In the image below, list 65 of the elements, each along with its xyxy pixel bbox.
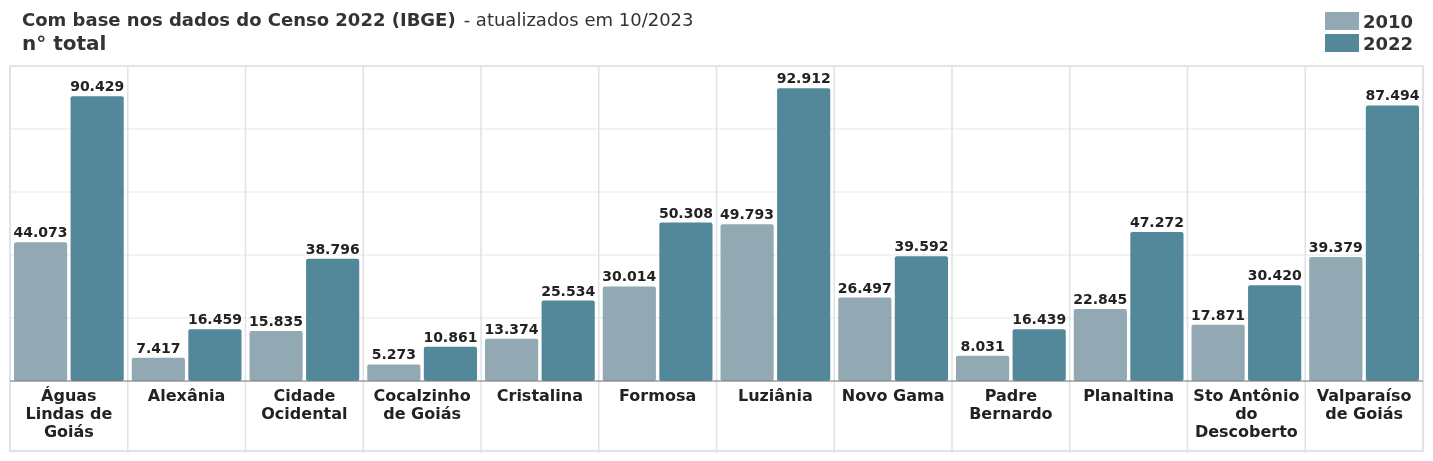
bar xyxy=(306,258,360,381)
bar xyxy=(777,88,831,381)
bar xyxy=(541,300,595,381)
data-label: 47.272 xyxy=(1129,214,1184,231)
data-label: 92.912 xyxy=(776,70,831,87)
bar xyxy=(1309,256,1363,381)
bar xyxy=(485,338,539,381)
data-label: 15.835 xyxy=(249,313,304,330)
bar xyxy=(1012,329,1066,381)
data-label: 44.073 xyxy=(13,224,68,241)
data-label: 50.308 xyxy=(658,204,713,221)
bar xyxy=(1365,105,1419,381)
data-label: 49.793 xyxy=(720,206,775,223)
data-label: 39.379 xyxy=(1308,238,1363,255)
data-label: 16.439 xyxy=(1012,311,1067,328)
x-tick-label: Padre Bernardo xyxy=(969,386,1053,423)
x-tick-label: Cocalzinho de Goiás xyxy=(373,386,471,423)
x-tick-label: Planaltina xyxy=(1083,386,1175,405)
bar xyxy=(720,224,774,381)
bar xyxy=(602,286,656,381)
data-label: 17.871 xyxy=(1191,306,1246,323)
x-tick-label: Formosa xyxy=(619,386,697,405)
x-tick-label: Luziânia xyxy=(737,386,813,405)
bar xyxy=(1248,285,1302,381)
data-label: 10.861 xyxy=(423,328,478,345)
legend-label: 2010 xyxy=(1363,11,1414,32)
bar xyxy=(249,331,303,381)
x-tick-label: Águas Lindas de Goiás xyxy=(25,386,113,441)
data-label: 26.497 xyxy=(837,279,892,296)
data-label: 38.796 xyxy=(305,240,360,257)
bar xyxy=(1073,309,1127,381)
data-label: 8.031 xyxy=(960,337,1005,354)
data-label: 30.014 xyxy=(602,268,657,285)
data-label: 7.417 xyxy=(136,339,181,356)
bar xyxy=(1130,232,1184,381)
data-label: 25.534 xyxy=(541,282,596,299)
bar xyxy=(659,222,713,381)
bar xyxy=(838,297,892,381)
data-label: 30.420 xyxy=(1247,267,1302,284)
bar xyxy=(367,364,421,381)
data-label: 22.845 xyxy=(1073,291,1128,308)
x-tick-label: Sto Antônio do Descoberto xyxy=(1193,386,1300,441)
chart-title: Com base nos dados do Censo 2022 (IBGE) xyxy=(22,9,456,30)
data-label: 87.494 xyxy=(1365,87,1420,104)
x-tick-label: Valparaíso de Goiás xyxy=(1316,386,1412,423)
bar xyxy=(1191,324,1245,381)
chart-subtitle: - atualizados em 10/2023 xyxy=(463,9,694,30)
x-tick-label: Cidade Ocidental xyxy=(261,386,348,423)
data-label: 5.273 xyxy=(371,346,416,363)
data-label: 13.374 xyxy=(484,320,539,337)
data-label: 39.592 xyxy=(894,238,949,255)
bar xyxy=(423,346,477,381)
bar xyxy=(188,329,242,381)
bar xyxy=(956,355,1010,381)
bar xyxy=(131,357,185,381)
bar xyxy=(14,242,68,381)
legend-label: 2022 xyxy=(1363,33,1414,54)
data-label: 90.429 xyxy=(70,78,125,95)
y-axis-title: n° total xyxy=(22,31,107,55)
data-label: 16.459 xyxy=(187,311,242,328)
x-tick-label: Alexânia xyxy=(147,386,226,405)
x-tick-label: Cristalina xyxy=(496,386,583,405)
bar xyxy=(894,256,948,381)
x-tick-label: Novo Gama xyxy=(841,386,945,405)
bar xyxy=(70,96,124,381)
